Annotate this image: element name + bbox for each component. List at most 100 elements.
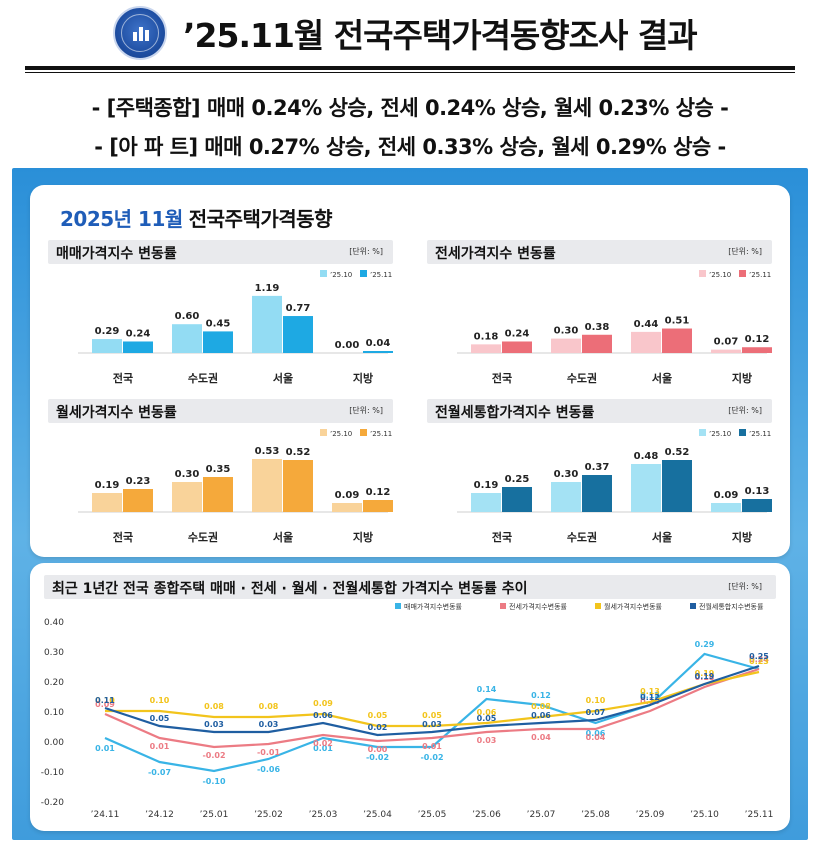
bar	[711, 503, 741, 512]
category-label: 지방	[732, 371, 752, 385]
legend-swatch	[395, 603, 401, 609]
data-label: 0.24	[505, 328, 530, 339]
y-tick-label: 0.40	[44, 618, 64, 628]
data-label: 0.11	[95, 696, 115, 705]
data-label: 0.04	[586, 733, 606, 742]
data-label: 0.06	[531, 711, 551, 720]
title-divider	[25, 66, 795, 70]
data-label: 0.10	[150, 696, 170, 705]
data-label: 0.06	[586, 729, 606, 738]
jeonse-bar-svg: ’25.10 ’25.11 0.18 0.24 전국 0.30 0.38 수도권 0.44 0.5…	[457, 270, 772, 385]
data-label: 0.00	[368, 745, 388, 754]
category-label: 전국	[492, 371, 512, 385]
data-label: 0.18	[474, 331, 499, 342]
category-label: 수도권	[567, 531, 597, 544]
bar	[252, 459, 282, 512]
data-label: -0.01	[257, 748, 280, 757]
x-tick-label: ’25.04	[363, 810, 392, 820]
data-label: 0.23	[126, 476, 151, 487]
data-label: 0.00	[335, 340, 360, 351]
bar	[582, 334, 612, 353]
legend-swatch	[739, 270, 746, 277]
chart-unit: [단위: %]	[349, 406, 383, 415]
data-label: 0.30	[554, 326, 579, 337]
data-label: 0.09	[95, 700, 115, 709]
legend-label: 전월세통합지수변동률	[699, 602, 764, 611]
data-label: 0.19	[695, 672, 715, 681]
data-label: 0.09	[313, 699, 333, 708]
data-label: 0.03	[259, 720, 279, 729]
data-label: 0.19	[474, 480, 499, 491]
x-tick-label: ’25.11	[745, 810, 774, 820]
data-label: 0.08	[531, 702, 551, 711]
data-label: 0.03	[204, 720, 224, 729]
data-label: 0.07	[586, 708, 606, 717]
bar	[203, 477, 233, 512]
data-label: 0.03	[477, 736, 497, 745]
page-title: ’25.11월 전국주택가격동향조사 결과	[183, 16, 698, 55]
data-label: 0.10	[586, 696, 606, 705]
data-label: 0.01	[95, 744, 115, 753]
trend-chart-title: 최근 1년간 전국 종합주택 매매 · 전세 · 월세 · 전월세통합 가격지수…	[52, 581, 528, 597]
bar	[551, 338, 581, 353]
data-label: 0.51	[665, 316, 690, 327]
data-label: -0.07	[148, 768, 171, 777]
chart-header: 매매가격지수 변동률 [단위: %]	[48, 240, 393, 264]
bar	[332, 503, 362, 512]
data-label: 0.38	[585, 322, 610, 333]
data-label: 0.24	[749, 655, 769, 664]
legend-swatch	[699, 429, 706, 436]
data-label: 0.08	[259, 702, 279, 711]
chart-title: 매매가격지수 변동률	[56, 246, 177, 262]
bar	[742, 499, 772, 512]
bar	[551, 482, 581, 512]
data-label: 0.45	[206, 318, 231, 329]
chart-title: 전세가격지수 변동률	[435, 246, 556, 262]
legend-label: 전세가격지수변동률	[509, 602, 568, 611]
combined-rent-index-chart: 전월세통합가격지수 변동률 [단위: %] ’25.10 ’25.11 0.19 0.…	[427, 399, 772, 549]
x-tick-label: ’25.09	[636, 810, 665, 820]
y-tick-label: -0.10	[41, 768, 65, 778]
legend-label: ’25.11	[749, 271, 771, 279]
category-label: 수도권	[567, 372, 597, 385]
bar	[502, 341, 532, 353]
data-label: 0.01	[422, 742, 442, 751]
legend-swatch	[739, 429, 746, 436]
x-tick-label: ’25.07	[527, 810, 556, 820]
chart-title: 월세가격지수 변동률	[56, 405, 177, 421]
bar	[283, 316, 313, 353]
data-label: 0.05	[368, 711, 388, 720]
data-label: 0.35	[206, 464, 231, 475]
category-label: 수도권	[188, 372, 218, 385]
chart-title: 전월세통합가격지수 변동률	[435, 405, 595, 421]
data-label: 0.12	[531, 691, 551, 700]
bar	[172, 324, 202, 353]
category-label: 서울	[652, 371, 672, 385]
x-tick-label: ’25.05	[418, 810, 447, 820]
bar	[582, 475, 612, 512]
data-label: 0.14	[477, 685, 497, 694]
category-label: 전국	[492, 530, 512, 544]
data-label: -0.02	[366, 753, 389, 762]
x-tick-label: ’25.06	[472, 810, 501, 820]
series-line	[105, 670, 760, 728]
bar	[123, 489, 153, 512]
legend-swatch	[360, 270, 367, 277]
data-label: 0.02	[313, 739, 333, 748]
data-label: 0.13	[640, 687, 660, 696]
report-header: ’25.11월 전국주택가격동향조사 결과	[0, 0, 820, 62]
data-label: 0.12	[745, 334, 770, 345]
data-label: 0.25	[505, 474, 530, 485]
data-label: 1.19	[255, 283, 280, 294]
legend-label: ’25.11	[370, 430, 392, 438]
data-label: 0.37	[585, 462, 610, 473]
data-label: 0.04	[531, 733, 551, 742]
statistics-logo-icon	[113, 6, 167, 60]
data-label: 0.06	[313, 711, 333, 720]
data-label: -0.02	[202, 751, 225, 760]
series-line	[104, 667, 760, 749]
panel-title: 2025년 11월 전국주택가격동향	[60, 203, 332, 232]
x-tick-label: ’25.10	[690, 810, 719, 820]
category-label: 지방	[353, 371, 373, 385]
data-label: 0.30	[175, 469, 200, 480]
